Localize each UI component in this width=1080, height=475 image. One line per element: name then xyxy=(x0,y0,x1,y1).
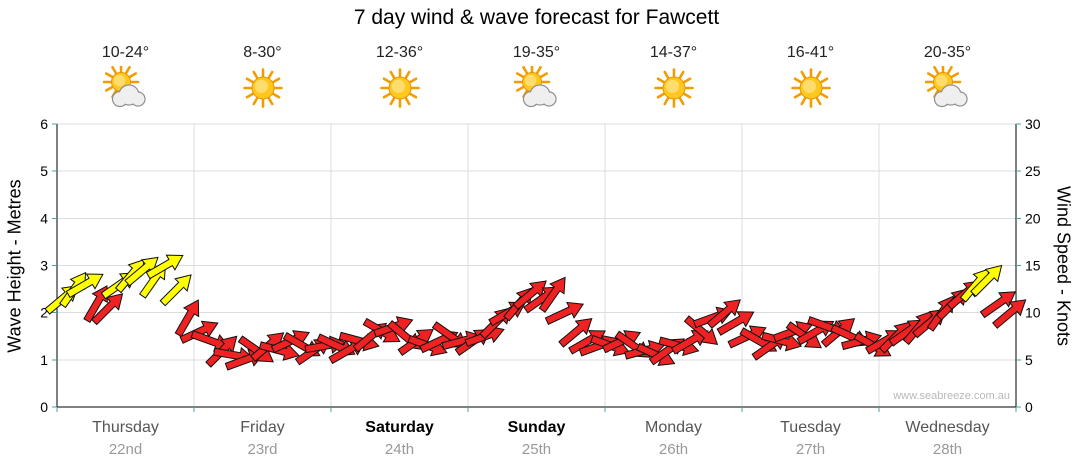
wind-arrow xyxy=(65,273,104,299)
temp-range-label: 10-24° xyxy=(101,44,150,61)
wind-arrow xyxy=(706,299,741,329)
day-name-label: Saturday xyxy=(365,419,434,436)
wind-arrow xyxy=(174,299,200,338)
wave-tick-label: 1 xyxy=(40,352,48,368)
temp-range-label: 12-36° xyxy=(375,44,424,61)
sun-cloud-icon xyxy=(924,63,971,112)
wind-arrow xyxy=(992,299,1027,329)
wind-arrow xyxy=(258,341,300,361)
page-title: 7 day wind & wave forecast for Fawcett xyxy=(353,6,720,29)
sun-icon xyxy=(788,66,834,112)
wind-tick-label: 30 xyxy=(1025,116,1041,132)
temp-range-label: 16-41° xyxy=(786,44,835,61)
wind-arrow xyxy=(91,293,124,326)
wind-arrow xyxy=(124,256,159,287)
sun-cloud-icon xyxy=(102,63,149,112)
sun-cloud-icon xyxy=(513,63,560,112)
wave-tick-label: 4 xyxy=(40,210,48,226)
sun-icon xyxy=(240,66,286,112)
day-date-label: 25th xyxy=(521,441,552,458)
day-date-label: 27th xyxy=(795,441,826,458)
day-name-label: Sunday xyxy=(507,419,566,436)
day-date-label: 23rd xyxy=(247,441,278,458)
day-name-label: Thursday xyxy=(92,419,159,436)
wave-tick-label: 5 xyxy=(40,163,48,179)
wind-tick-label: 5 xyxy=(1025,352,1033,368)
wind-arrow xyxy=(683,315,719,346)
wind-arrow xyxy=(538,276,566,313)
wind-tick-label: 10 xyxy=(1025,305,1041,321)
day-date-label: 28th xyxy=(932,441,963,458)
wind-tick-label: 20 xyxy=(1025,210,1041,226)
wave-tick-label: 6 xyxy=(40,116,48,132)
wind-tick-label: 0 xyxy=(1025,399,1033,415)
temp-range-label: 20-35° xyxy=(923,44,972,61)
day-name-label: Wednesday xyxy=(905,419,990,436)
day-date-label: 22nd xyxy=(108,441,143,458)
wind-arrow xyxy=(716,311,755,336)
day-name-label: Monday xyxy=(645,419,702,436)
wind-tick-label: 25 xyxy=(1025,163,1041,179)
wind-arrow xyxy=(145,254,184,280)
day-name-label: Tuesday xyxy=(780,419,841,436)
day-date-label: 26th xyxy=(658,441,689,458)
wave-tick-label: 0 xyxy=(40,399,48,415)
wind-arrow xyxy=(179,320,219,344)
temp-range-label: 14-37° xyxy=(649,44,698,61)
temp-range-label: 19-35° xyxy=(512,44,561,61)
wave-tick-label: 3 xyxy=(40,258,48,274)
wind-arrow xyxy=(970,264,1003,297)
wind-arrow xyxy=(159,274,192,307)
day-name-label: Friday xyxy=(240,419,285,436)
watermark: www.seabreeze.com.au xyxy=(893,390,1010,402)
wind-arrow xyxy=(544,301,585,325)
wave-tick-label: 2 xyxy=(40,305,48,321)
sun-icon xyxy=(651,66,697,112)
day-date-label: 24th xyxy=(384,441,415,458)
sun-icon xyxy=(377,66,423,112)
wind-arrow xyxy=(979,291,1017,319)
wind-tick-label: 15 xyxy=(1025,258,1041,274)
wind-arrow xyxy=(761,331,803,352)
temp-range-label: 8-30° xyxy=(243,44,282,61)
wind-arrow xyxy=(558,318,593,348)
